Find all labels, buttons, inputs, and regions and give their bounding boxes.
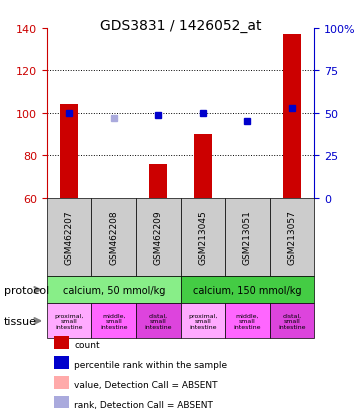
Text: calcium, 50 mmol/kg: calcium, 50 mmol/kg [62, 285, 165, 295]
Text: middle,
small
intestine: middle, small intestine [100, 313, 127, 330]
Text: GDS3831 / 1426052_at: GDS3831 / 1426052_at [100, 19, 261, 33]
Text: GSM213045: GSM213045 [198, 210, 207, 265]
Text: value, Detection Call = ABSENT: value, Detection Call = ABSENT [74, 380, 218, 389]
Text: GSM462209: GSM462209 [154, 210, 163, 265]
Text: GSM213057: GSM213057 [287, 210, 296, 265]
Text: rank, Detection Call = ABSENT: rank, Detection Call = ABSENT [74, 400, 213, 409]
Text: tissue: tissue [4, 316, 36, 326]
Text: middle,
small
intestine: middle, small intestine [234, 313, 261, 330]
Bar [194, 135, 212, 198]
Bar [283, 35, 301, 198]
Text: GSM462207: GSM462207 [65, 210, 74, 265]
Text: distal,
small
intestine: distal, small intestine [144, 313, 172, 330]
Text: distal,
small
intestine: distal, small intestine [278, 313, 305, 330]
Text: protocol: protocol [4, 285, 49, 295]
Bar [149, 164, 167, 198]
Bar [60, 105, 78, 198]
Text: proximal,
small
intestine: proximal, small intestine [55, 313, 84, 330]
Text: calcium, 150 mmol/kg: calcium, 150 mmol/kg [193, 285, 301, 295]
Text: count: count [74, 340, 100, 349]
Text: GSM462208: GSM462208 [109, 210, 118, 265]
Text: proximal,
small
intestine: proximal, small intestine [188, 313, 217, 330]
Text: GSM213051: GSM213051 [243, 210, 252, 265]
Text: percentile rank within the sample: percentile rank within the sample [74, 360, 227, 369]
